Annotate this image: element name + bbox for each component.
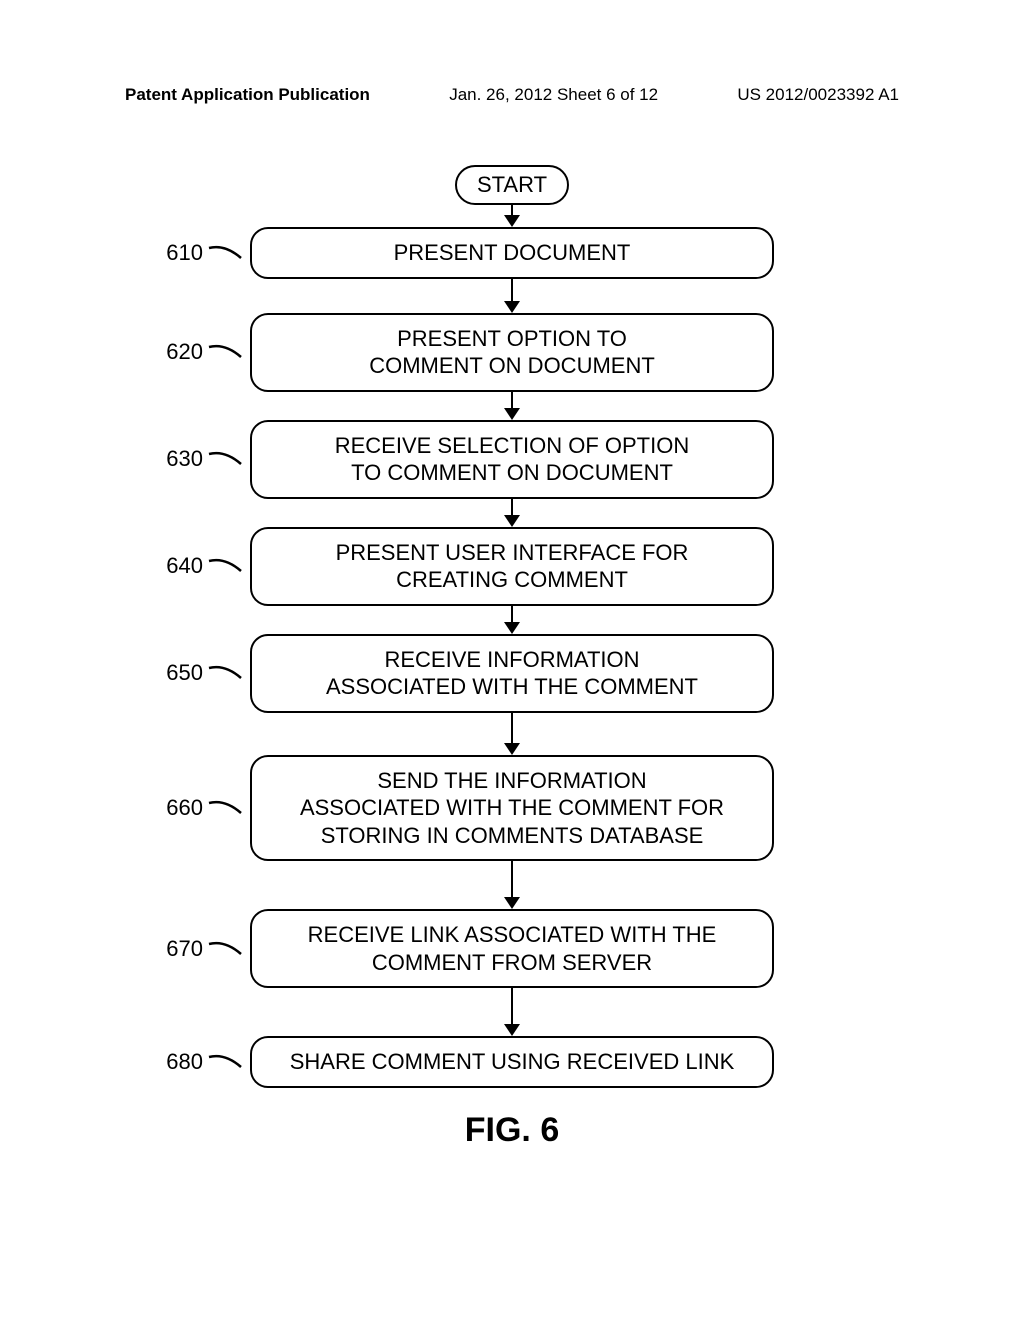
step-ref-text: 610 <box>166 240 203 266</box>
arrow-line <box>511 606 514 622</box>
step-box: RECEIVE INFORMATIONASSOCIATED WITH THE C… <box>250 634 774 713</box>
step-ref-text: 670 <box>166 936 203 962</box>
step-text: SEND THE INFORMATIONASSOCIATED WITH THE … <box>300 768 724 848</box>
step-row: 670 RECEIVE LINK ASSOCIATED WITH THECOMM… <box>0 909 1024 988</box>
step-box: RECEIVE SELECTION OF OPTIONTO COMMENT ON… <box>250 420 774 499</box>
arrow-head-icon <box>504 515 520 527</box>
step-row: 650 RECEIVE INFORMATIONASSOCIATED WITH T… <box>0 634 1024 713</box>
figure-label-text: FIG. 6 <box>465 1111 559 1149</box>
arrow <box>504 392 520 420</box>
arrow-line <box>511 988 514 1024</box>
arrow-head-icon <box>504 897 520 909</box>
arrow-head-icon <box>504 215 520 227</box>
header-right: US 2012/0023392 A1 <box>737 85 899 105</box>
step-text: RECEIVE LINK ASSOCIATED WITH THECOMMENT … <box>308 922 717 975</box>
step-box: SEND THE INFORMATIONASSOCIATED WITH THE … <box>250 755 774 862</box>
start-label: START <box>477 172 547 197</box>
figure-label: FIG. 6 <box>0 1111 1024 1150</box>
step-box: PRESENT USER INTERFACE FORCREATING COMME… <box>250 527 774 606</box>
step-box: PRESENT DOCUMENT <box>250 227 774 279</box>
step-ref-label: 660 <box>166 795 242 821</box>
arrow <box>504 606 520 634</box>
arrow-head-icon <box>504 743 520 755</box>
step-text: PRESENT USER INTERFACE FORCREATING COMME… <box>336 540 689 593</box>
step-text: RECEIVE SELECTION OF OPTIONTO COMMENT ON… <box>335 433 690 486</box>
header-center: Jan. 26, 2012 Sheet 6 of 12 <box>449 85 658 105</box>
step-ref-text: 640 <box>166 553 203 579</box>
step-ref-label: 650 <box>166 660 242 686</box>
step-row: 680 SHARE COMMENT USING RECEIVED LINK <box>0 1036 1024 1088</box>
arrow-head-icon <box>504 1024 520 1036</box>
step-text: PRESENT OPTION TOCOMMENT ON DOCUMENT <box>369 326 655 379</box>
connector-curve-icon <box>207 664 242 682</box>
start-node: START <box>455 165 569 205</box>
step-ref-text: 660 <box>166 795 203 821</box>
step-ref-label: 610 <box>166 240 242 266</box>
step-ref-text: 630 <box>166 446 203 472</box>
arrow <box>504 988 520 1036</box>
flowchart: START 610 PRESENT DOCUMENT 620 <box>0 165 1024 1088</box>
step-box: SHARE COMMENT USING RECEIVED LINK <box>250 1036 774 1088</box>
step-text: PRESENT DOCUMENT <box>394 240 631 265</box>
step-ref-label: 640 <box>166 553 242 579</box>
arrow-line <box>511 499 514 515</box>
step-ref-text: 680 <box>166 1049 203 1075</box>
step-ref-label: 670 <box>166 936 242 962</box>
arrow-head-icon <box>504 408 520 420</box>
connector-curve-icon <box>207 343 242 361</box>
arrow-line <box>511 861 514 897</box>
step-box: PRESENT OPTION TOCOMMENT ON DOCUMENT <box>250 313 774 392</box>
step-ref-label: 620 <box>166 339 242 365</box>
connector-curve-icon <box>207 557 242 575</box>
step-row: 640 PRESENT USER INTERFACE FORCREATING C… <box>0 527 1024 606</box>
connector-curve-icon <box>207 799 242 817</box>
step-row: 630 RECEIVE SELECTION OF OPTIONTO COMMEN… <box>0 420 1024 499</box>
step-text: RECEIVE INFORMATIONASSOCIATED WITH THE C… <box>326 647 698 700</box>
step-ref-label: 630 <box>166 446 242 472</box>
connector-curve-icon <box>207 450 242 468</box>
arrow <box>504 861 520 909</box>
page: Patent Application Publication Jan. 26, … <box>0 0 1024 1320</box>
header-left: Patent Application Publication <box>125 85 370 105</box>
page-header: Patent Application Publication Jan. 26, … <box>0 85 1024 105</box>
step-row: 620 PRESENT OPTION TOCOMMENT ON DOCUMENT <box>0 313 1024 392</box>
arrow-line <box>511 205 514 215</box>
arrow <box>504 713 520 755</box>
step-ref-text: 620 <box>166 339 203 365</box>
arrow-head-icon <box>504 622 520 634</box>
arrow-line <box>511 392 514 408</box>
connector-curve-icon <box>207 940 242 958</box>
step-row: 660 SEND THE INFORMATIONASSOCIATED WITH … <box>0 755 1024 862</box>
step-row: 610 PRESENT DOCUMENT <box>0 227 1024 279</box>
step-box: RECEIVE LINK ASSOCIATED WITH THECOMMENT … <box>250 909 774 988</box>
step-ref-label: 680 <box>166 1049 242 1075</box>
step-text: SHARE COMMENT USING RECEIVED LINK <box>290 1049 735 1074</box>
arrow <box>504 499 520 527</box>
arrow-line <box>511 279 514 301</box>
arrow <box>504 205 520 227</box>
arrow-line <box>511 713 514 743</box>
connector-curve-icon <box>207 244 242 262</box>
connector-curve-icon <box>207 1053 242 1071</box>
arrow <box>504 279 520 313</box>
arrow-head-icon <box>504 301 520 313</box>
step-ref-text: 650 <box>166 660 203 686</box>
